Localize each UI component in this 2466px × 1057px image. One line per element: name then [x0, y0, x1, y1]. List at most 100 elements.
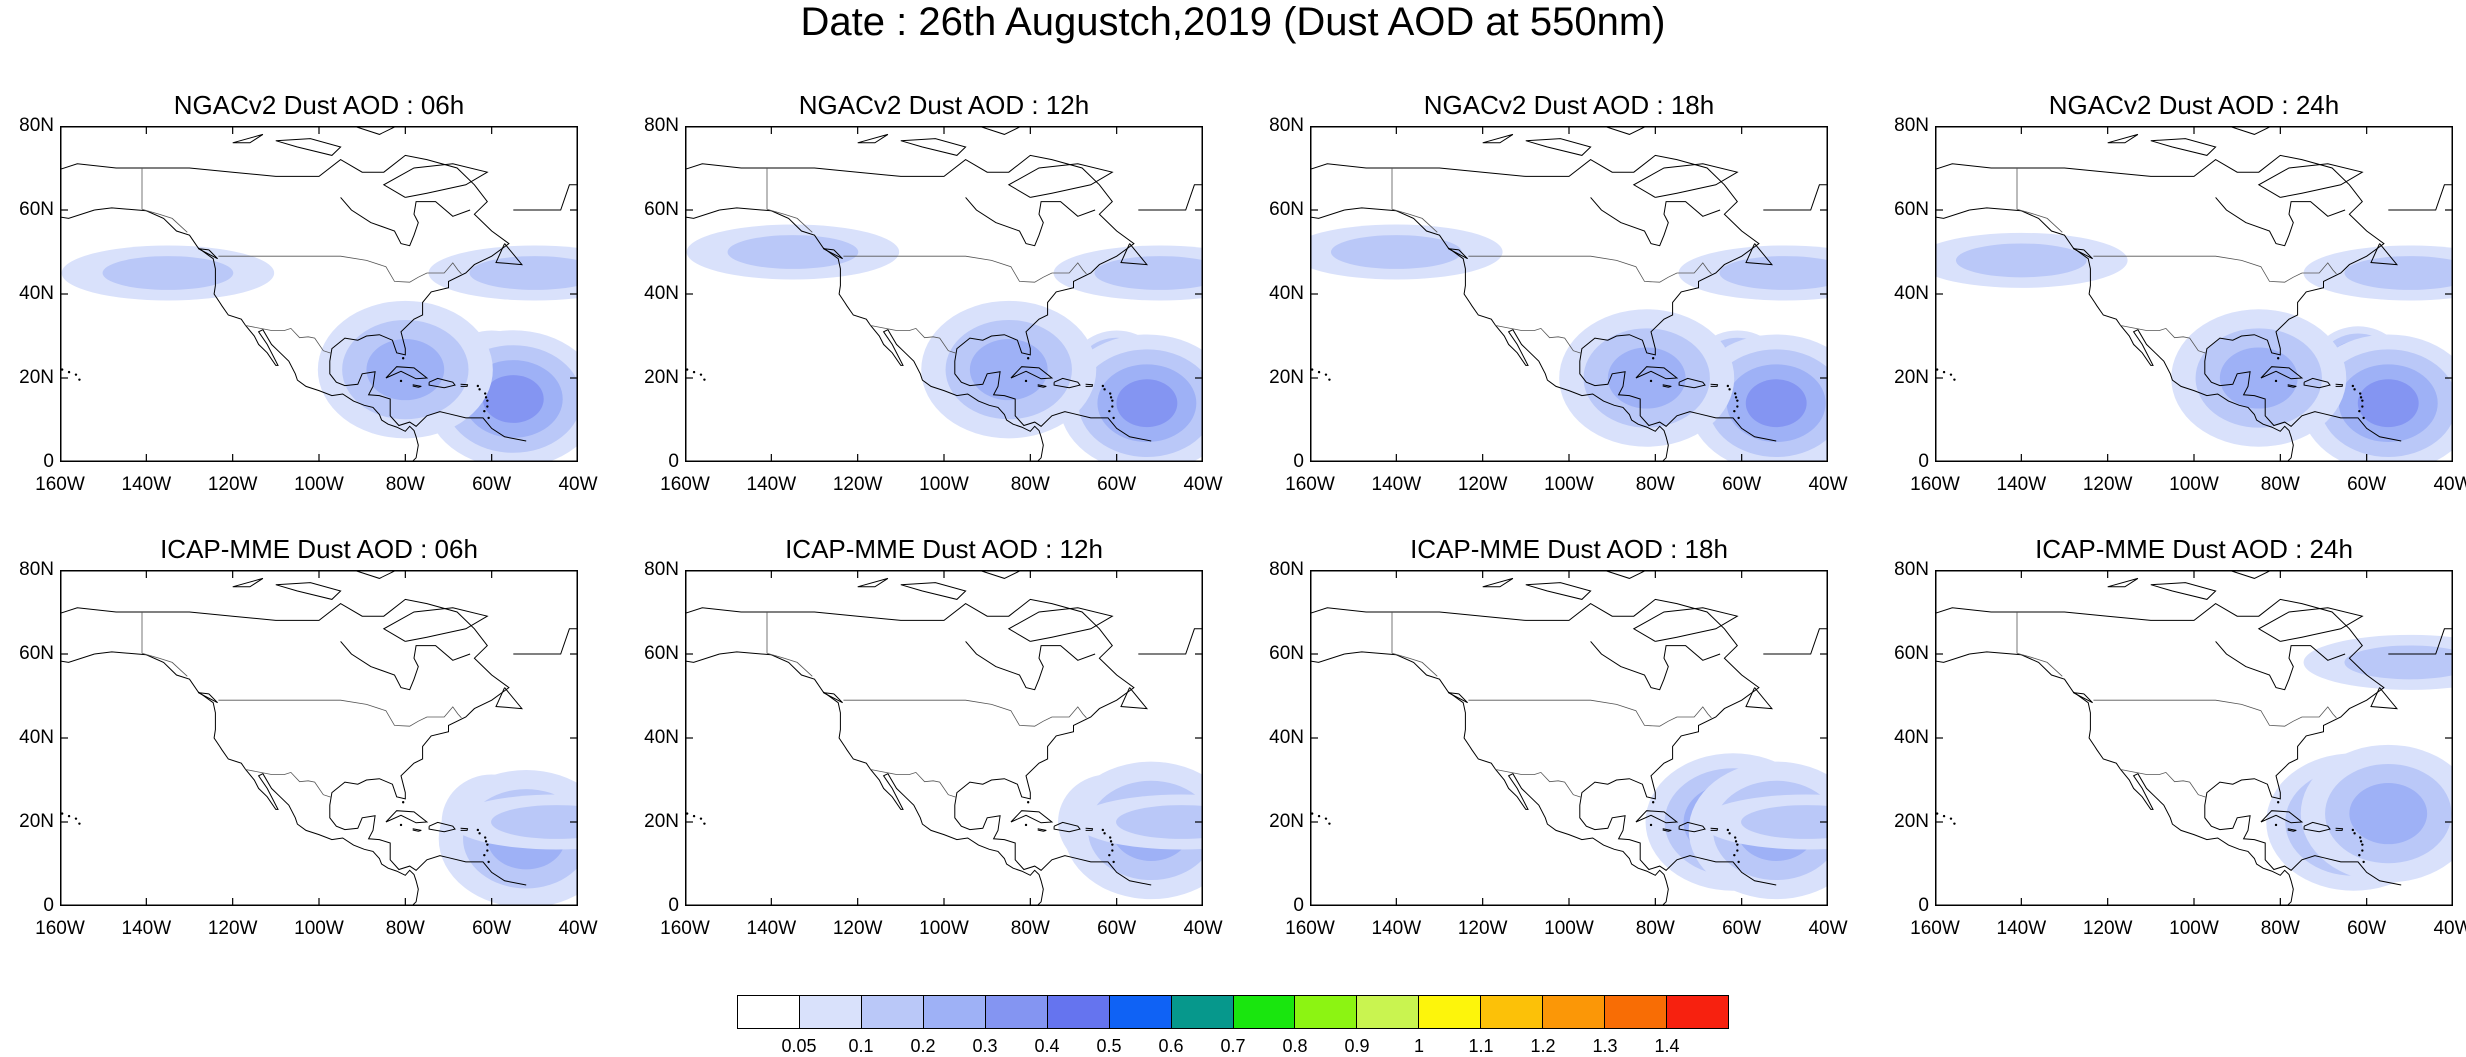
lat-tick-label: 0 — [1293, 895, 1304, 916]
lat-tick-label: 60N — [644, 643, 679, 664]
coastline — [460, 827, 469, 831]
lat-tick-label: 0 — [668, 451, 679, 472]
coastlines — [1310, 126, 1828, 462]
lon-tick-label: 120W — [207, 918, 258, 939]
colorbar-swatch — [1356, 995, 1420, 1029]
panel-title: ICAP-MME Dust AOD : 18h — [1410, 534, 1728, 564]
island-marker — [2362, 860, 2365, 864]
colorbar-swatch — [1108, 995, 1172, 1029]
island-marker — [2358, 836, 2362, 839]
map-plot — [60, 126, 578, 462]
political-border — [141, 652, 188, 677]
island-marker — [692, 814, 696, 818]
coastlines — [1310, 570, 1828, 906]
lon-tick-label: 80W — [2260, 918, 2300, 939]
coastline — [1935, 607, 2017, 663]
lat-tick-label: 60N — [1269, 199, 1304, 220]
coastline — [2257, 607, 2364, 642]
lon-tick-label: 100W — [1544, 474, 1594, 495]
coastline — [1969, 207, 2294, 462]
island-marker — [2361, 405, 2364, 408]
coastline — [685, 607, 767, 663]
island-marker — [1737, 416, 1740, 420]
aod-contour — [366, 339, 445, 401]
aod-contour — [1745, 379, 1807, 428]
aod-contour — [482, 375, 544, 423]
aod-shading — [438, 770, 578, 906]
lon-tick-label: 40W — [1808, 474, 1848, 495]
island-marker — [1649, 379, 1653, 383]
lat-tick-label: 80N — [1269, 559, 1304, 580]
aod-contour — [1094, 256, 1203, 290]
island-marker — [1651, 357, 1655, 360]
island-marker — [2274, 379, 2278, 383]
lat-tick-label: 20N — [644, 367, 679, 388]
colorbar-label: 0.05 — [781, 1036, 817, 1056]
island-marker — [1949, 373, 1953, 376]
lat-tick-label: 80N — [644, 559, 679, 580]
colorbar-label: 0.4 — [1034, 1036, 1060, 1056]
island-marker — [74, 817, 78, 820]
aod-contour — [2219, 347, 2298, 409]
lon-tick-label: 140W — [1371, 474, 1422, 495]
aod-contour — [727, 235, 859, 269]
island-marker — [1317, 370, 1321, 374]
political-border — [245, 769, 332, 798]
island-marker — [1736, 843, 1739, 846]
coastline — [900, 582, 967, 600]
coastline — [1763, 184, 1828, 211]
lat-tick-label: 60N — [644, 199, 679, 220]
map-plot — [685, 126, 1203, 462]
aod-contour — [102, 256, 234, 290]
coastline — [2017, 598, 2402, 886]
island-marker — [2358, 409, 2361, 413]
colorbar-boxes — [737, 995, 1729, 1029]
island-marker — [1733, 392, 1737, 395]
coastline — [1662, 384, 1672, 388]
coastline — [1344, 207, 1669, 462]
island-marker — [483, 409, 486, 413]
political-border — [1391, 208, 1438, 233]
island-marker — [2361, 843, 2364, 846]
panel-title: ICAP-MME Dust AOD : 06h — [160, 534, 478, 564]
colorbar-label: 0.3 — [972, 1036, 998, 1056]
coastline — [1969, 651, 2294, 906]
map-plot — [1310, 126, 1828, 462]
colorbar-label: 0.5 — [1096, 1036, 1122, 1056]
map-frame — [60, 570, 578, 906]
lon-tick-label: 60W — [472, 474, 512, 495]
colorbar-label: 1.3 — [1592, 1036, 1618, 1056]
lon-tick-label: 60W — [1097, 918, 1137, 939]
coastline — [94, 651, 419, 906]
island-marker — [487, 416, 490, 420]
island-marker — [1111, 399, 1114, 402]
lat-tick-label: 40N — [644, 283, 679, 304]
coastline — [1482, 133, 1514, 144]
lon-tick-label: 120W — [2082, 474, 2133, 495]
island-marker — [486, 849, 489, 852]
lon-tick-label: 160W — [1910, 918, 1960, 939]
coastline — [60, 607, 142, 663]
coastline — [1007, 607, 1114, 642]
coastline — [1053, 377, 1081, 389]
political-border — [245, 325, 332, 354]
coastline — [900, 138, 967, 156]
coastline — [1745, 243, 1774, 266]
coastline — [460, 383, 469, 387]
lat-tick-label: 60N — [19, 199, 54, 220]
political-border — [2120, 769, 2207, 798]
lon-tick-label: 40W — [1183, 918, 1223, 939]
coastline — [1392, 154, 1777, 442]
coastline — [1678, 377, 1706, 389]
coastline — [719, 651, 1044, 906]
coastlines — [685, 570, 1203, 906]
lat-tick-label: 40N — [1269, 727, 1304, 748]
island-marker — [2353, 388, 2356, 391]
aod-shading — [2266, 634, 2453, 891]
coastline — [412, 828, 422, 832]
colorbar-swatch — [1418, 995, 1482, 1029]
island-marker — [1942, 814, 1946, 818]
lon-tick-label: 160W — [660, 474, 710, 495]
coastline — [822, 248, 843, 260]
coastline — [60, 163, 142, 219]
